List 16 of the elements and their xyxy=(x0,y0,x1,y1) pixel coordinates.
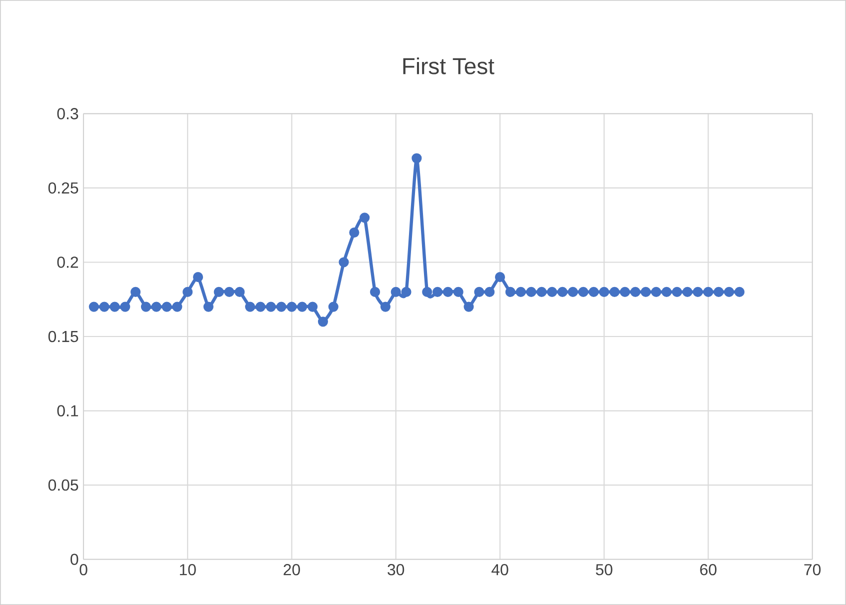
y-tick-label: 0.2 xyxy=(57,256,78,268)
x-tick-label: 30 xyxy=(388,564,404,576)
y-tick-label: 0 xyxy=(70,554,78,565)
chart-title: First Test xyxy=(403,57,494,74)
x-tick-label: 50 xyxy=(596,564,612,576)
x-tick-label: 70 xyxy=(804,564,821,576)
y-tick-label: 0.3 xyxy=(57,108,78,120)
x-tick-label: 40 xyxy=(492,564,508,576)
x-tick-label: 10 xyxy=(180,564,196,576)
x-tick-label: 0 xyxy=(80,564,88,576)
y-tick-label: 0.05 xyxy=(48,479,78,491)
y-tick-label: 0.25 xyxy=(48,182,78,194)
x-tick-label: 60 xyxy=(700,564,716,576)
y-tick-label: 0.1 xyxy=(57,405,78,416)
x-tick-label: 20 xyxy=(284,564,300,576)
y-tick-label: 0.15 xyxy=(48,330,78,342)
